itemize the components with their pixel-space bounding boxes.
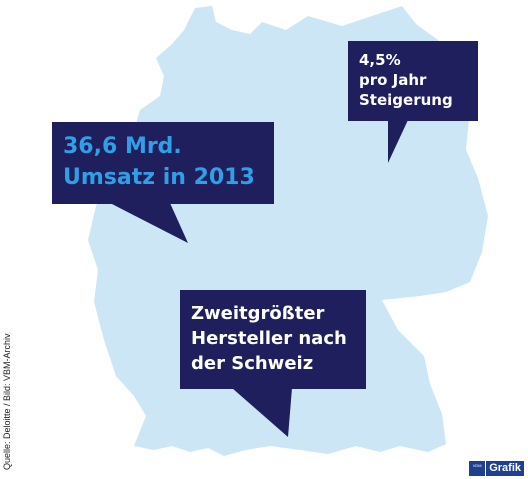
callout-rank-line: Zweitgrößter: [191, 303, 325, 324]
callout-rank-line: der Schweiz: [191, 353, 314, 374]
callout-revenue-line: Umsatz in 2013: [63, 165, 255, 190]
callout-revenue: 36,6 Mrd. Umsatz in 2013: [52, 122, 274, 204]
callout-revenue-line: 36,6 Mrd.: [63, 134, 182, 159]
bubble-tail: [110, 203, 188, 243]
callout-rank-line: Hersteller nach: [191, 328, 347, 349]
callout-growth-line: 4,5%: [359, 51, 401, 69]
callout-growth-line: pro Jahr: [359, 71, 427, 89]
source-credit: Quelle: Deloitte / Bild: VBM-Archiv: [2, 333, 12, 470]
brand-logo-icon: VDM: [469, 461, 486, 476]
callout-growth: 4,5% pro Jahr Steigerung: [348, 41, 478, 121]
brand-label: Grafik: [486, 461, 524, 476]
bubble-tail: [388, 120, 408, 163]
callout-growth-line: Steigerung: [359, 91, 453, 109]
bubble-tail: [232, 388, 292, 437]
callout-rank: Zweitgrößter Hersteller nach der Schweiz: [180, 290, 366, 389]
brand-badge: VDM Grafik: [469, 461, 524, 476]
